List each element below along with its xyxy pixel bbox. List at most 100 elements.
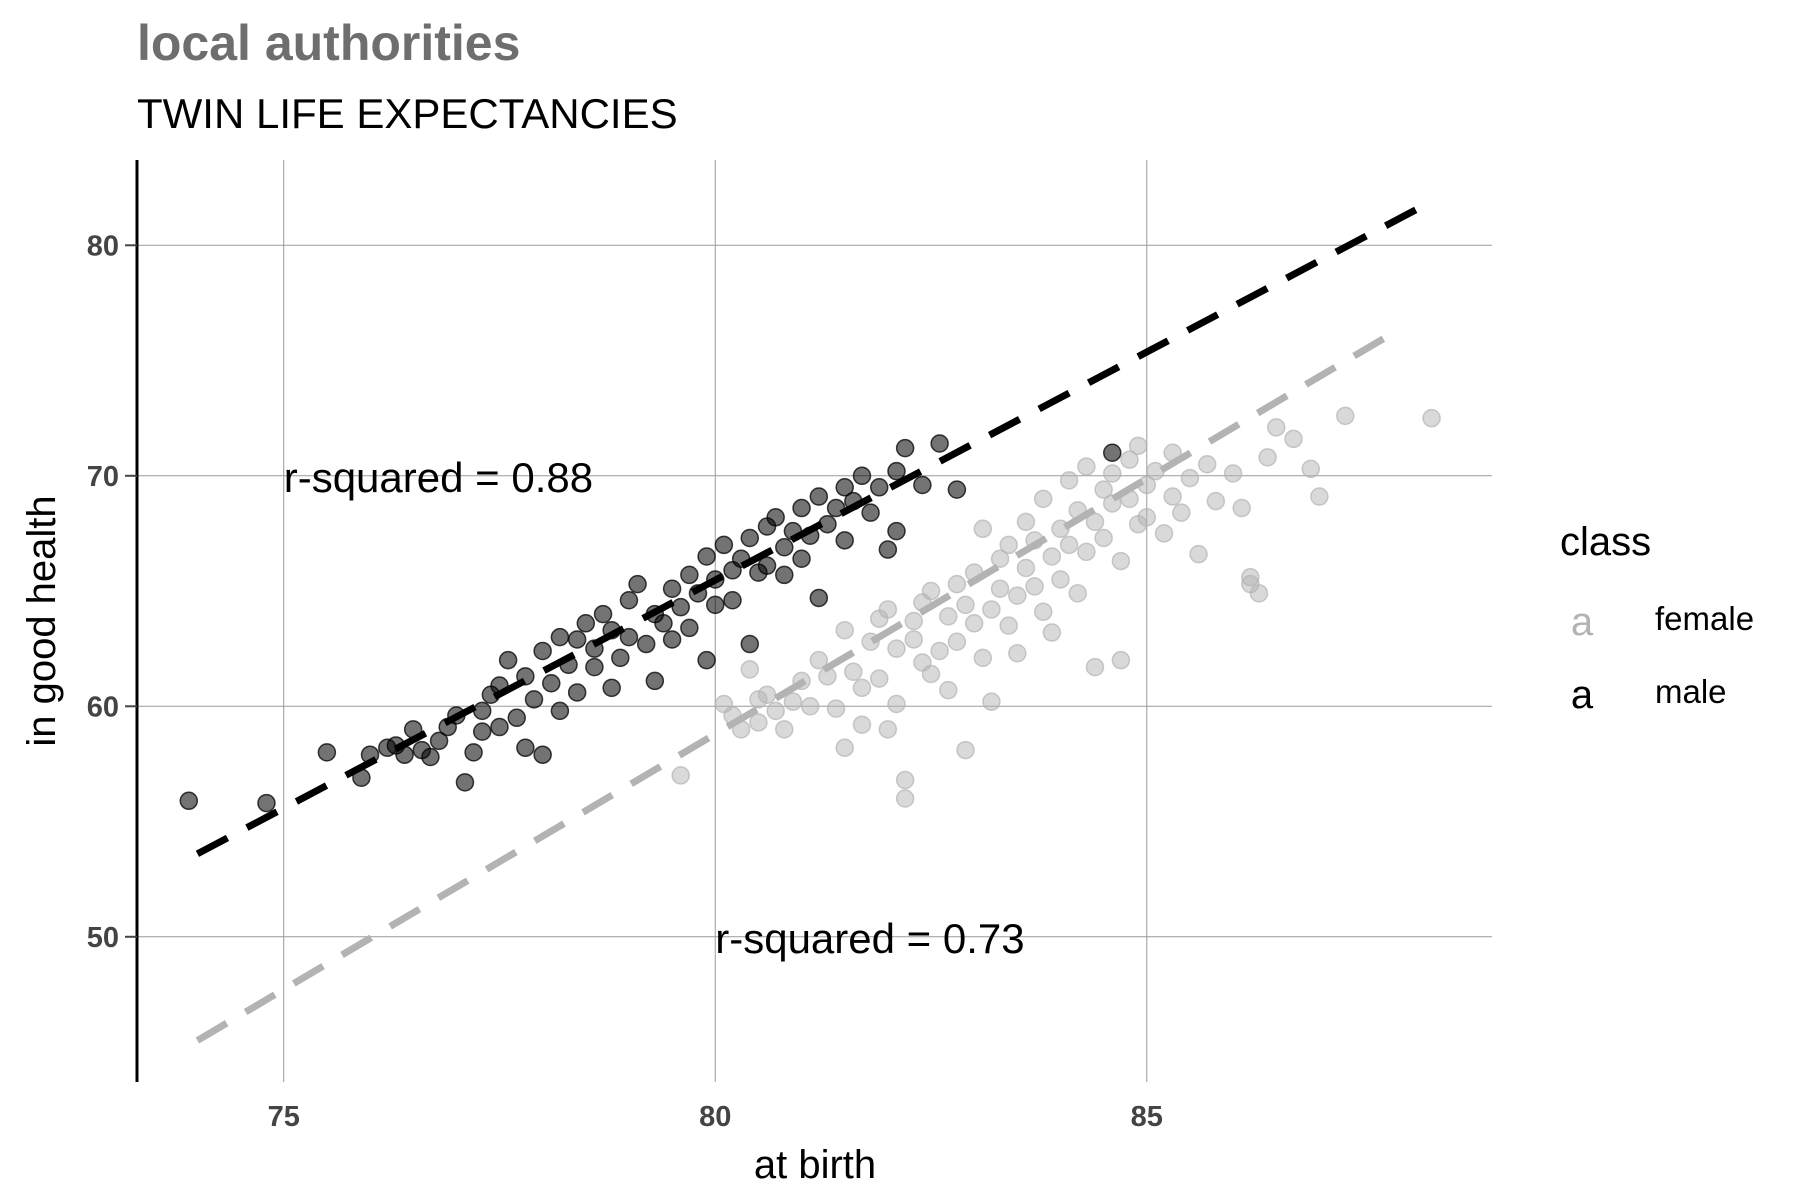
male-point — [680, 618, 699, 638]
female-point — [921, 664, 941, 684]
male-point — [930, 434, 949, 453]
female-point — [895, 789, 915, 808]
male-point — [516, 738, 535, 758]
female-point — [878, 720, 898, 739]
female-point — [826, 699, 846, 718]
female-point — [1068, 584, 1087, 603]
x-tick-label: 85 — [1131, 1101, 1163, 1133]
female-point — [921, 581, 941, 601]
female-point — [783, 692, 803, 711]
legend-title: class — [1560, 520, 1651, 564]
x-axis-ticks: 75 80 85 — [268, 1101, 1163, 1133]
male-point — [490, 717, 509, 737]
male-point — [740, 528, 760, 548]
female-point — [749, 713, 768, 732]
x-tick-label: 80 — [699, 1101, 731, 1133]
male-point — [455, 773, 475, 792]
female-point — [1223, 464, 1243, 483]
male-point — [723, 591, 742, 610]
male-point — [1103, 443, 1122, 462]
female-point — [869, 669, 889, 688]
female-point — [1266, 418, 1286, 437]
male-point — [680, 565, 699, 585]
female-point — [1422, 408, 1441, 428]
trend-lines — [195, 198, 1434, 1044]
female-point — [852, 715, 872, 734]
male-point — [567, 630, 587, 649]
female-point — [775, 720, 794, 739]
male-point — [472, 701, 492, 721]
female-point — [990, 579, 1010, 598]
female-point — [1128, 436, 1148, 456]
legend-label-male: male — [1655, 673, 1727, 710]
female-point — [1284, 429, 1303, 449]
male-point — [887, 461, 906, 481]
male-point — [662, 579, 682, 598]
x-axis-title: at birth — [754, 1143, 876, 1187]
female-point — [1025, 577, 1044, 596]
female-point — [757, 685, 777, 705]
male-point — [524, 690, 544, 709]
male-point — [576, 614, 596, 633]
female-point — [1111, 650, 1131, 670]
female-point — [904, 611, 924, 631]
male-point — [421, 747, 440, 767]
male-point — [542, 673, 561, 693]
male-point — [887, 521, 906, 541]
female-point — [1033, 489, 1053, 509]
female-point — [982, 600, 1001, 619]
female-point — [947, 632, 967, 651]
female-point — [887, 639, 906, 658]
male-point — [809, 487, 829, 506]
female-point — [1120, 450, 1139, 469]
female-point — [852, 678, 872, 698]
legend: class a female a male — [1560, 520, 1754, 717]
male-point — [775, 565, 794, 585]
female-point — [947, 574, 967, 594]
male-point — [533, 641, 552, 661]
male-point — [697, 650, 716, 670]
male-point — [464, 743, 483, 762]
female-point — [1059, 535, 1079, 555]
female-trend-line — [195, 327, 1399, 1044]
female-point — [1008, 586, 1027, 605]
male-trend-line — [195, 198, 1434, 857]
female-point — [1249, 584, 1269, 603]
male-point — [593, 604, 613, 624]
male-point — [913, 475, 932, 495]
male-point — [550, 627, 570, 647]
male-point — [766, 508, 785, 527]
female-point — [964, 614, 984, 633]
female-point — [1154, 524, 1174, 543]
female-point — [878, 600, 898, 619]
female-point — [1077, 457, 1096, 476]
female-point — [835, 620, 854, 640]
male-point — [878, 540, 898, 559]
female-point — [1189, 544, 1208, 564]
y-axis-title: in good health — [20, 495, 64, 746]
female-point — [1016, 558, 1036, 578]
female-point — [1033, 602, 1053, 622]
female-point — [1258, 448, 1277, 467]
male-point — [852, 466, 872, 486]
male-point — [662, 630, 682, 649]
female-point — [1172, 503, 1191, 522]
male-point — [835, 478, 854, 497]
female-r-squared-label: r-squared = 0.73 — [715, 915, 1024, 962]
male-point — [792, 549, 811, 569]
female-point — [887, 694, 906, 714]
female-point — [800, 697, 820, 716]
female-points — [671, 406, 1441, 808]
female-point — [990, 549, 1010, 569]
female-point — [1310, 487, 1329, 506]
female-point — [1016, 512, 1036, 532]
male-point — [585, 657, 604, 677]
male-point — [861, 503, 880, 522]
male-point — [602, 678, 621, 698]
male-point — [429, 731, 449, 751]
female-point — [835, 738, 854, 758]
female-point — [956, 595, 975, 615]
female-point — [999, 616, 1018, 635]
male-point — [179, 791, 199, 811]
y-axis-ticks: 50 60 70 80 — [87, 230, 137, 954]
